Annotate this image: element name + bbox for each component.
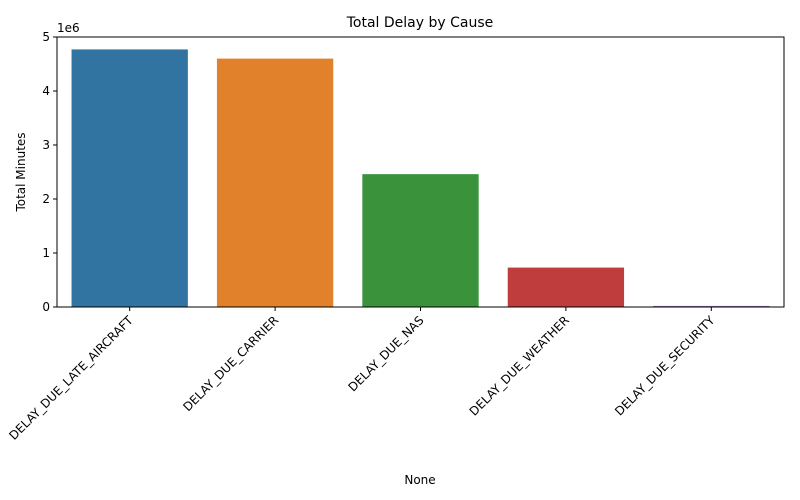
plot-frame bbox=[56, 36, 785, 308]
y-tick-label: 3 bbox=[42, 138, 50, 152]
bar-delay-due-carrier bbox=[216, 58, 334, 307]
bar-delay-due-security bbox=[653, 305, 770, 307]
y-axis-label: Total Minutes bbox=[14, 132, 28, 212]
x-tick-label: DELAY_DUE_NAS bbox=[345, 313, 426, 394]
x-tick-label: DELAY_DUE_SECURITY bbox=[612, 313, 718, 419]
x-tick-label: DELAY_DUE_WEATHER bbox=[467, 313, 572, 418]
x-ticks-group: DELAY_DUE_LATE_AIRCRAFT DELAY_DUE_CARRIER… bbox=[6, 307, 718, 443]
x-tick-label: DELAY_DUE_LATE_AIRCRAFT bbox=[6, 313, 136, 443]
bar-delay-due-nas bbox=[362, 174, 479, 307]
bars-group bbox=[71, 49, 770, 308]
y-tick-label: 2 bbox=[42, 192, 50, 206]
bar-delay-due-weather bbox=[507, 267, 625, 307]
y-tick-label: 4 bbox=[42, 84, 50, 98]
y-tick-label: 1 bbox=[42, 246, 50, 260]
y-tick-label: 5 bbox=[42, 30, 50, 44]
y-ticks-group: 0 1 2 3 4 5 bbox=[42, 30, 57, 314]
y-offset-label: 1e6 bbox=[57, 21, 80, 35]
bar-delay-due-late-aircraft bbox=[71, 49, 188, 308]
chart-title: Total Delay by Cause bbox=[346, 15, 494, 31]
y-tick-label: 0 bbox=[42, 300, 50, 314]
x-tick-label: DELAY_DUE_CARRIER bbox=[180, 313, 281, 414]
x-axis-label: None bbox=[404, 473, 435, 487]
